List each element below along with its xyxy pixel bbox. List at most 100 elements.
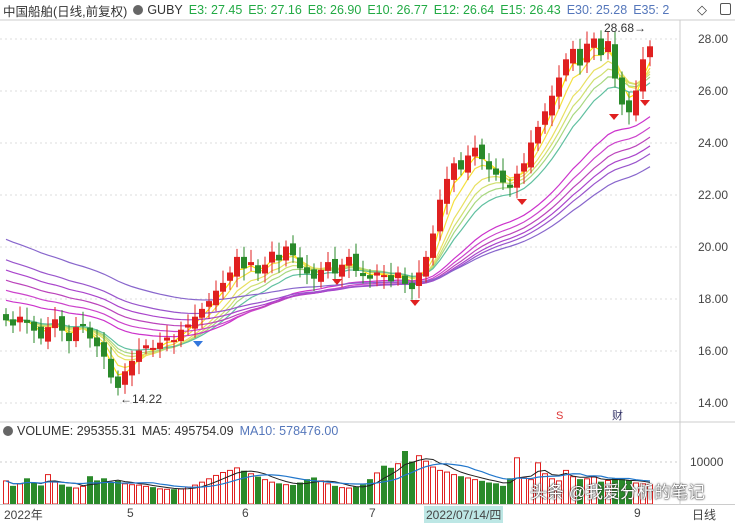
candle-body — [115, 376, 121, 388]
volume-bar — [563, 469, 569, 505]
marker-cai: 财 — [612, 408, 623, 422]
volume-bar — [255, 476, 261, 505]
volume-bar — [129, 484, 135, 505]
ema-line-50 — [5, 153, 651, 315]
candle-body — [318, 269, 324, 282]
watermark: 头条 @我爱分析的笔记 — [530, 483, 705, 502]
volume-bar — [213, 474, 219, 505]
candle-body — [94, 337, 100, 347]
price-tick: 20.00 — [698, 240, 728, 254]
candle-body — [171, 340, 177, 343]
price-tick: 14.00 — [698, 396, 728, 410]
indicator-settings-icon[interactable] — [133, 5, 144, 15]
volume-bar — [248, 473, 254, 505]
volume-ma10: MA10: 578476.00 — [239, 424, 339, 438]
volume-bar — [430, 466, 436, 505]
volume-bar — [199, 481, 205, 505]
volume-bar — [31, 482, 37, 505]
price-tick: 18.00 — [698, 292, 728, 306]
candle-body — [626, 100, 632, 113]
candle-body — [24, 319, 30, 323]
volume-bar — [80, 485, 86, 505]
candle-body — [486, 161, 492, 170]
ema-line-45 — [5, 145, 651, 321]
candle-body — [234, 256, 240, 277]
ema-line-40 — [5, 136, 651, 327]
volume-ma5-line — [5, 458, 651, 490]
ema-value: E5: 27.16 — [248, 3, 302, 17]
price-mode[interactable]: (日线,前复权) — [53, 4, 128, 19]
candle-body — [45, 327, 51, 342]
volume-bar — [164, 488, 170, 505]
candle-body — [535, 126, 541, 144]
volume-bar — [346, 487, 352, 505]
volume-bar — [507, 478, 513, 505]
candle-body — [31, 321, 37, 331]
volume-bar — [647, 484, 653, 505]
candle-body — [269, 251, 275, 263]
ema-value: E3: 27.45 — [188, 3, 243, 17]
panel-toggle-icon[interactable] — [720, 3, 731, 15]
candle-body — [423, 256, 429, 277]
candle-body — [262, 264, 268, 274]
volume-bar — [535, 462, 541, 505]
indicator-name[interactable]: GUBY — [147, 3, 183, 17]
candle-body — [129, 360, 135, 376]
price-tick: 26.00 — [698, 84, 728, 98]
candle-body — [647, 46, 653, 58]
sell-signal-icon — [332, 279, 342, 285]
period-label[interactable]: 日线 — [692, 508, 717, 522]
volume-value: VOLUME: 295355.31 — [17, 424, 136, 438]
volume-settings-icon[interactable] — [3, 426, 13, 436]
ema-value: E10: 26.77 — [367, 3, 428, 17]
volume-bar — [297, 482, 303, 505]
candle-body — [73, 327, 79, 342]
ema-value: E15: 26.43 — [500, 3, 561, 17]
volume-bar — [479, 480, 485, 505]
candle-body — [388, 275, 394, 282]
low-price-label: ←14.22 — [120, 392, 162, 406]
volume-bar — [220, 472, 226, 505]
volume-bar — [143, 485, 149, 505]
volume-bar — [45, 474, 51, 505]
volume-bar — [640, 483, 646, 505]
volume-ma10-line — [5, 463, 651, 488]
candle-body — [367, 275, 373, 279]
candle-body — [549, 95, 555, 116]
candle-body — [199, 308, 205, 318]
candle-body — [458, 160, 464, 170]
candle-body — [444, 178, 450, 204]
volume-bar — [101, 478, 107, 505]
ema-line-60 — [5, 166, 651, 301]
volume-bar — [584, 478, 590, 505]
candle-body — [122, 371, 128, 385]
diamond-icon[interactable]: ◇ — [697, 2, 707, 17]
volume-bar — [388, 467, 394, 505]
candle-body — [157, 342, 163, 349]
candle-body — [633, 90, 639, 116]
candle-body — [136, 350, 142, 362]
volume-bar — [269, 481, 275, 505]
volume-bar — [332, 485, 338, 505]
volume-bar — [66, 486, 72, 505]
candle-body — [304, 267, 310, 274]
volume-bar — [38, 485, 44, 505]
candle-body — [185, 324, 191, 328]
volume-bar — [150, 487, 156, 505]
candle-body — [164, 337, 170, 341]
volume-bar — [24, 478, 30, 505]
volume-bar — [185, 486, 191, 505]
volume-bar — [549, 478, 555, 505]
volume-bar — [136, 484, 142, 505]
volume-bar — [178, 488, 184, 505]
price-tick: 22.00 — [698, 188, 728, 202]
volume-bar — [171, 489, 177, 505]
volume-bar — [122, 483, 128, 505]
candle-body — [395, 272, 401, 279]
candle-body — [507, 184, 513, 188]
candle-body — [556, 77, 562, 97]
volume-bar — [395, 463, 401, 505]
candle-body — [374, 272, 380, 276]
time-label: 7 — [369, 506, 376, 520]
